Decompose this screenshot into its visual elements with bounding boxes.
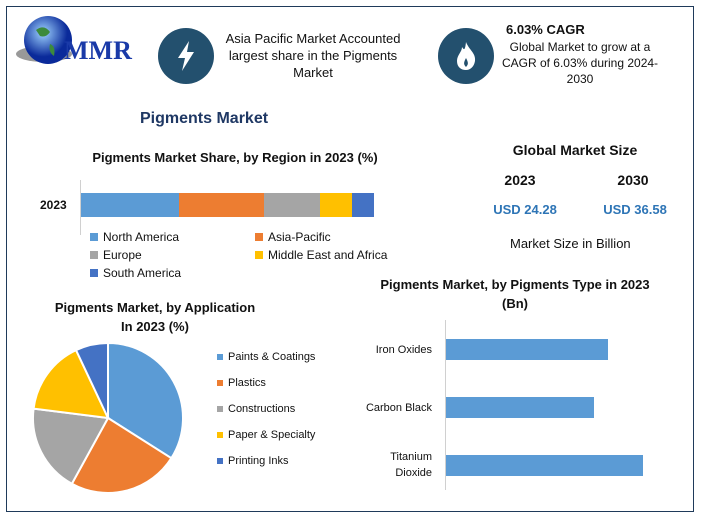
- main-title: Pigments Market: [140, 110, 269, 127]
- legend-label: North America: [103, 230, 180, 244]
- legend-item: Middle East and Africa: [255, 248, 387, 262]
- bar-segment-north-america: [81, 193, 180, 217]
- legend-label: Europe: [103, 248, 142, 262]
- pie-slice-constructions: [32, 407, 110, 486]
- highlight-asia-pacific: Asia Pacific Market Accounted largest sh…: [225, 31, 401, 80]
- market-size-title: Global Market Size: [512, 142, 638, 158]
- legend-label: Paints & Coatings: [228, 351, 316, 363]
- value-2030: USD 36.58: [603, 202, 667, 217]
- category-label: Iron Oxides: [375, 344, 432, 356]
- pie-slice-paper-specialty: [32, 348, 110, 420]
- year-2023: 2023: [504, 172, 536, 188]
- region-stacked-bar: [81, 193, 374, 217]
- legend-item: North America: [90, 230, 179, 244]
- year-2030: 2030: [617, 172, 649, 188]
- legend-item: Paints & Coatings: [217, 351, 315, 363]
- legend-item: Paper & Specialty: [217, 429, 315, 441]
- category-label: Titanium Dioxide: [390, 451, 432, 479]
- bar-carbon-black: [446, 397, 594, 418]
- legend-label: Paper & Specialty: [228, 429, 316, 441]
- legend-swatch: [90, 269, 98, 277]
- legend-label: Constructions: [228, 403, 296, 415]
- market-size-note: Market Size in Billion: [510, 236, 631, 251]
- legend-label: Middle East and Africa: [268, 248, 388, 262]
- legend-label: Plastics: [228, 377, 266, 389]
- bar-iron-oxides: [446, 339, 608, 360]
- legend-swatch: [90, 251, 98, 259]
- bar-segment-south-america: [351, 193, 374, 217]
- legend-item: Plastics: [217, 377, 266, 389]
- legend-swatch: [217, 432, 223, 438]
- bar-titanium-dioxide: [446, 455, 643, 476]
- legend-swatch: [217, 406, 223, 412]
- bar-segment-europe: [264, 193, 320, 217]
- pie-slice-plastics: [70, 416, 173, 494]
- legend-label: South America: [103, 266, 182, 280]
- legend-item: South America: [90, 266, 181, 280]
- type-axis-line: [445, 320, 446, 490]
- cagr-title: 6.03% CAGR: [506, 22, 585, 37]
- flame-icon: [438, 28, 494, 84]
- region-axis-label: 2023: [40, 198, 67, 212]
- application-chart-title: Pigments Market, by Application In 2023 …: [54, 300, 256, 334]
- cagr-text: Global Market to grow at a CAGR of 6.03%…: [501, 40, 659, 86]
- legend-swatch: [217, 380, 223, 386]
- legend-label: Printing Inks: [228, 455, 289, 467]
- type-chart-title: Pigments Market, by Pigments Type in 202…: [380, 277, 650, 311]
- legend-swatch: [90, 233, 98, 241]
- logo-text: MMR: [64, 36, 132, 65]
- legend-label: Asia-Pacific: [268, 230, 331, 244]
- region-chart-title: Pigments Market Share, by Region in 2023…: [92, 150, 378, 165]
- legend-item: Europe: [90, 248, 142, 262]
- pie-slice-printing-inks: [74, 341, 109, 419]
- legend-item: Asia-Pacific: [255, 230, 331, 244]
- globe-icon: [16, 16, 72, 64]
- legend-swatch: [255, 233, 263, 241]
- legend-item: Printing Inks: [217, 455, 289, 467]
- value-2023: USD 24.28: [493, 202, 557, 217]
- legend-swatch: [217, 354, 223, 360]
- category-label: Carbon Black: [365, 402, 432, 414]
- application-pie-chart: [32, 341, 184, 494]
- lightning-icon: [158, 28, 214, 84]
- infographic-frame: [6, 6, 694, 512]
- legend-swatch: [217, 458, 223, 464]
- legend-item: Constructions: [217, 403, 295, 415]
- region-axis-line: [80, 180, 81, 235]
- mmr-logo: MMR: [14, 12, 144, 72]
- legend-swatch: [255, 251, 263, 259]
- bar-segment-asia-pacific: [179, 193, 265, 217]
- bar-segment-middle-east-and-africa: [319, 193, 352, 217]
